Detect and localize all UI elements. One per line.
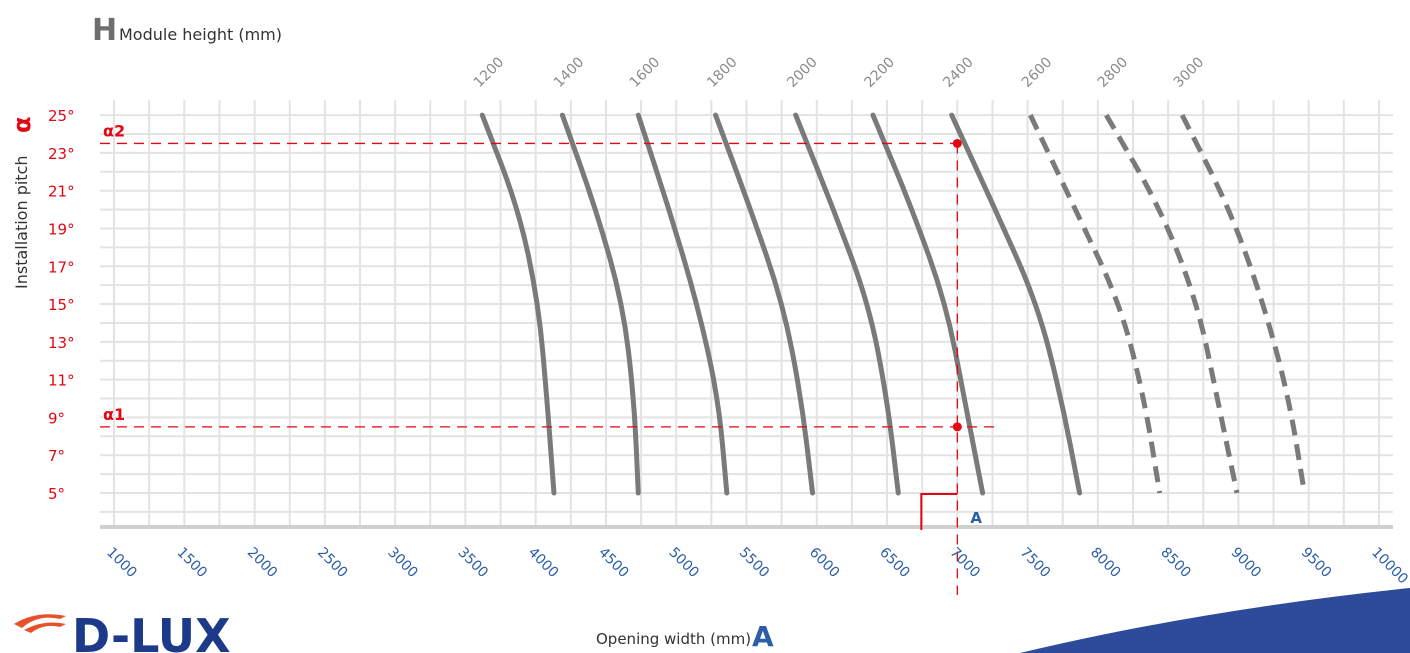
x-tick-label: 1000 bbox=[103, 545, 140, 582]
series-labels: 1200 1400 1600 1800 2000 2200 2400 2600 2800 3000 bbox=[471, 54, 1207, 91]
intersection-point bbox=[952, 138, 962, 148]
series-line-2000 bbox=[793, 112, 901, 496]
y-tick-label: 25° bbox=[48, 107, 75, 125]
x-tick-label: 7000 bbox=[946, 545, 983, 582]
y-tick-labels: 5° 7° 9° 11° 13° 15° 17° 19° 21° 23° 25° bbox=[48, 107, 75, 503]
intersection-point bbox=[952, 422, 962, 432]
series-label: 2600 bbox=[1019, 54, 1056, 91]
x-tick-label: 8500 bbox=[1157, 545, 1194, 582]
x-tick-label: 3500 bbox=[455, 545, 492, 582]
x-tick-label: 10000 bbox=[1368, 545, 1410, 588]
x-tick-label: 2000 bbox=[244, 545, 281, 582]
x-tick-label: 6000 bbox=[806, 545, 843, 582]
x-tick-labels: 1000 1500 2000 2500 3000 3500 4000 4500 5000 5500… bbox=[103, 545, 1410, 588]
logo-text: D-LUX bbox=[72, 609, 231, 653]
title-letter: H bbox=[92, 13, 117, 48]
series-label: 1400 bbox=[551, 54, 588, 91]
series-label: 1800 bbox=[704, 54, 741, 91]
y-tick-label: 23° bbox=[48, 145, 75, 163]
logo-swoosh-icon bbox=[14, 614, 66, 633]
chart-title: Module height (mm) bbox=[119, 25, 282, 44]
y-tick-label: 11° bbox=[48, 372, 75, 390]
series-line-1400 bbox=[559, 112, 641, 496]
y-tick-label: 5° bbox=[48, 485, 65, 503]
x-tick-label: 7500 bbox=[1017, 545, 1054, 582]
alpha2-label: α2 bbox=[103, 121, 125, 140]
series-label: 1200 bbox=[471, 54, 508, 91]
series-line-2200 bbox=[870, 112, 986, 496]
series-label: 2800 bbox=[1095, 54, 1132, 91]
series-label: 2000 bbox=[784, 54, 821, 91]
x-tick-label: 6500 bbox=[876, 545, 913, 582]
series-line-2600 bbox=[1028, 114, 1163, 494]
y-tick-label: 17° bbox=[48, 258, 75, 276]
series-group bbox=[479, 112, 1307, 496]
y-tick-label: 21° bbox=[48, 183, 75, 201]
series-line-1200 bbox=[479, 112, 557, 496]
series-line-1800 bbox=[713, 112, 816, 496]
annotations: α2 α1 A bbox=[100, 121, 1000, 595]
y-tick-label: 19° bbox=[48, 220, 75, 238]
x-axis-letter: A bbox=[752, 620, 774, 653]
series-line-1600 bbox=[635, 112, 730, 496]
logo: D-LUX bbox=[14, 609, 231, 653]
x-tick-label: 2500 bbox=[314, 545, 351, 582]
y-tick-label: 7° bbox=[48, 447, 65, 465]
y-tick-label: 15° bbox=[48, 296, 75, 314]
series-label: 2200 bbox=[862, 54, 899, 91]
right-angle-marker bbox=[920, 493, 958, 530]
y-axis-label: Installation pitch bbox=[12, 155, 31, 289]
x-tick-label: 8000 bbox=[1087, 545, 1124, 582]
x-tick-label: 3000 bbox=[384, 545, 421, 582]
series-line-3000 bbox=[1179, 113, 1307, 494]
x-tick-label: 9000 bbox=[1228, 545, 1265, 582]
x-tick-label: 5500 bbox=[736, 545, 773, 582]
x-tick-label: 1500 bbox=[173, 545, 210, 582]
alpha1-label: α1 bbox=[103, 405, 125, 424]
x-tick-label: 4500 bbox=[595, 545, 632, 582]
y-tick-label: 13° bbox=[48, 334, 75, 352]
a-marker-label: A bbox=[970, 509, 982, 527]
x-axis-label: Opening width (mm) bbox=[596, 630, 751, 648]
series-label: 3000 bbox=[1171, 54, 1208, 91]
y-tick-label: 9° bbox=[48, 409, 65, 427]
y-axis-title: Installation pitch α bbox=[8, 117, 36, 290]
series-line-2800 bbox=[1104, 113, 1240, 494]
series-line-2400 bbox=[949, 112, 1083, 496]
x-tick-label: 9500 bbox=[1298, 545, 1335, 582]
x-tick-label: 4000 bbox=[525, 545, 562, 582]
grid bbox=[100, 100, 1393, 527]
series-label: 2400 bbox=[940, 54, 977, 91]
y-axis-letter: α bbox=[8, 117, 36, 134]
corner-band bbox=[1020, 588, 1410, 653]
series-label: 1600 bbox=[627, 54, 664, 91]
x-tick-label: 5000 bbox=[665, 545, 702, 582]
